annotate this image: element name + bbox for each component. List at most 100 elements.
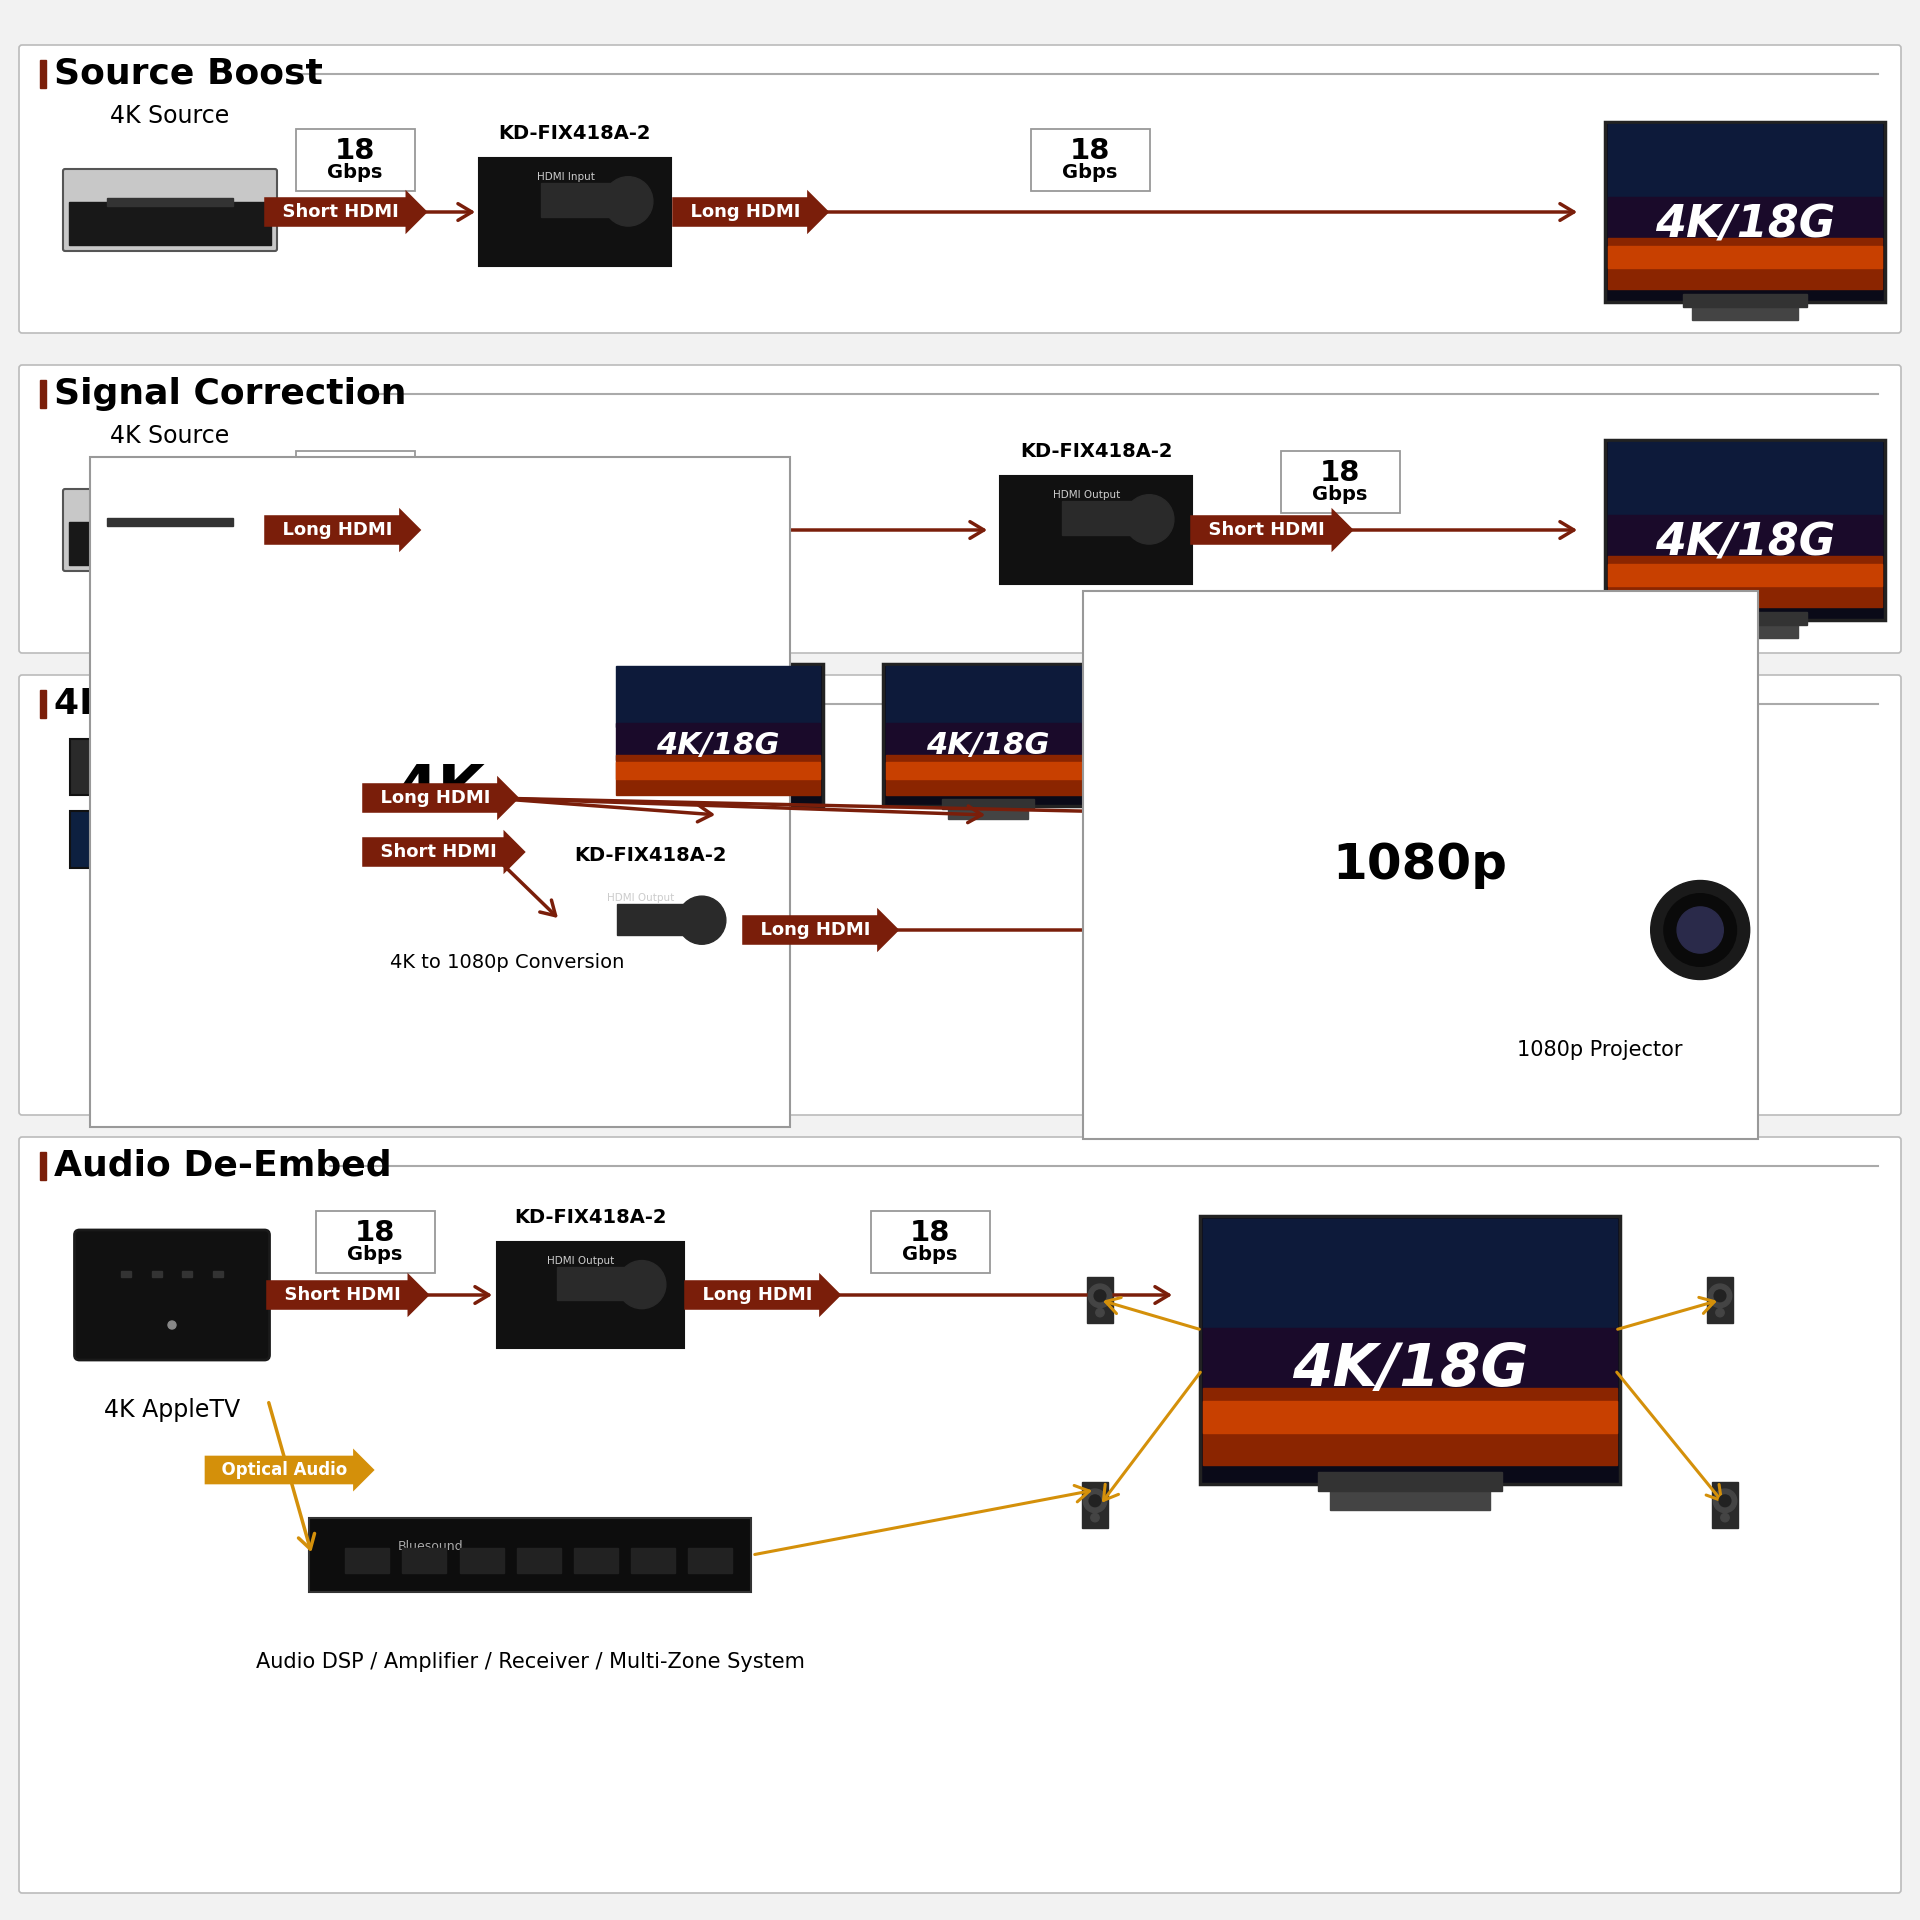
Bar [108,518,232,526]
Text: 18: 18 [334,459,374,488]
Text: KD-FIX418A-2: KD-FIX418A-2 [499,125,651,142]
Text: 4K/18G: 4K/18G [1196,732,1319,760]
Circle shape [1091,1513,1098,1523]
FancyBboxPatch shape [497,1242,684,1348]
FancyArrowPatch shape [271,522,983,538]
FancyArrowPatch shape [271,1286,490,1304]
Circle shape [618,1261,666,1309]
Bar [1217,806,1298,820]
Bar [541,184,612,217]
FancyBboxPatch shape [1605,440,1885,620]
Text: 4K/18G: 4K/18G [925,732,1050,760]
FancyBboxPatch shape [1281,451,1400,513]
Bar [1156,724,1359,760]
Text: 18: 18 [910,1219,950,1246]
Circle shape [1089,1284,1112,1308]
Text: 18: 18 [1319,459,1359,488]
Text: Gbps: Gbps [902,1244,958,1263]
Bar [948,806,1027,820]
Bar [69,522,271,564]
FancyArrowPatch shape [674,204,1574,221]
Bar [346,1548,390,1572]
Bar [1204,1388,1617,1465]
Text: Gbps: Gbps [348,1244,403,1263]
Text: Source Boost: Source Boost [54,58,323,90]
Bar [1331,1484,1490,1509]
Bar [1317,1471,1501,1490]
Text: KD-FIX418A-2: KD-FIX418A-2 [1020,442,1173,461]
Circle shape [1651,881,1749,979]
Text: 18: 18 [1069,136,1110,165]
Bar [1062,501,1135,536]
FancyArrowPatch shape [493,799,981,822]
Bar [182,1271,192,1277]
Text: Audio DSP / Amplifier / Receiver / Multi-Zone System: Audio DSP / Amplifier / Receiver / Multi… [255,1651,804,1672]
Bar [885,755,1091,795]
Bar [459,1548,503,1572]
Text: Long HDMI: Long HDMI [271,520,405,540]
Circle shape [1709,1284,1732,1308]
Text: 18: 18 [355,1219,396,1246]
Text: 4K Source: 4K Source [109,424,230,447]
FancyBboxPatch shape [309,1519,751,1592]
FancyBboxPatch shape [1519,866,1680,991]
Bar [943,799,1035,808]
Bar [1204,1327,1617,1398]
Text: Bluesound: Bluesound [397,1540,463,1553]
Text: 4K/18G: 4K/18G [1655,204,1836,246]
FancyArrowPatch shape [1617,1373,1722,1501]
Circle shape [1716,1308,1724,1317]
Bar [1156,762,1359,780]
FancyBboxPatch shape [19,44,1901,332]
Text: Long HDMI: Long HDMI [749,922,883,939]
FancyArrowPatch shape [1619,1298,1715,1329]
Text: Gbps: Gbps [1311,484,1367,503]
Text: 4K AppleTV: 4K AppleTV [104,1398,240,1423]
Text: 1080p Projector: 1080p Projector [1517,1041,1682,1060]
FancyArrowPatch shape [687,1286,1169,1304]
FancyArrowPatch shape [492,854,555,916]
Text: 4K/18G: 4K/18G [657,732,780,760]
FancyArrowPatch shape [745,922,1304,939]
Bar [1609,442,1882,518]
Circle shape [1125,495,1173,543]
Bar [1684,612,1807,624]
FancyBboxPatch shape [1200,1215,1620,1484]
FancyBboxPatch shape [69,812,367,868]
FancyBboxPatch shape [19,365,1901,653]
FancyArrowPatch shape [493,799,1252,824]
Text: KD-FIX418A-2: KD-FIX418A-2 [574,847,726,866]
Text: Gbps: Gbps [326,163,382,182]
Bar [40,60,46,88]
FancyArrowPatch shape [1106,1298,1200,1329]
FancyBboxPatch shape [296,129,415,190]
Text: 4K: 4K [396,762,486,822]
Bar [40,689,46,718]
FancyBboxPatch shape [315,1212,434,1273]
Text: Short HDMI: Short HDMI [369,843,509,860]
FancyBboxPatch shape [1605,121,1885,301]
Text: 1080p: 1080p [1332,841,1507,889]
FancyBboxPatch shape [478,157,670,267]
Text: 4K to 1080p Down-Convert Mode: 4K to 1080p Down-Convert Mode [54,687,726,722]
Bar [1212,799,1304,808]
Bar [616,755,820,795]
Bar [885,666,1091,726]
Bar [69,202,271,246]
Text: 4K Source: 4K Source [109,104,230,129]
FancyBboxPatch shape [19,676,1901,1116]
Bar [1684,294,1807,307]
Bar [1609,515,1882,563]
Text: Short HDMI: Short HDMI [1196,520,1336,540]
Bar [1609,198,1882,244]
FancyArrowPatch shape [1104,1373,1200,1500]
Circle shape [1089,1496,1100,1507]
FancyBboxPatch shape [557,879,743,979]
Text: 4K/18G: 4K/18G [1292,1340,1528,1398]
Circle shape [169,1321,177,1329]
Bar [574,1548,618,1572]
Bar [1156,755,1359,795]
FancyBboxPatch shape [1000,476,1192,584]
Circle shape [1094,1290,1106,1302]
Bar [1692,620,1799,637]
